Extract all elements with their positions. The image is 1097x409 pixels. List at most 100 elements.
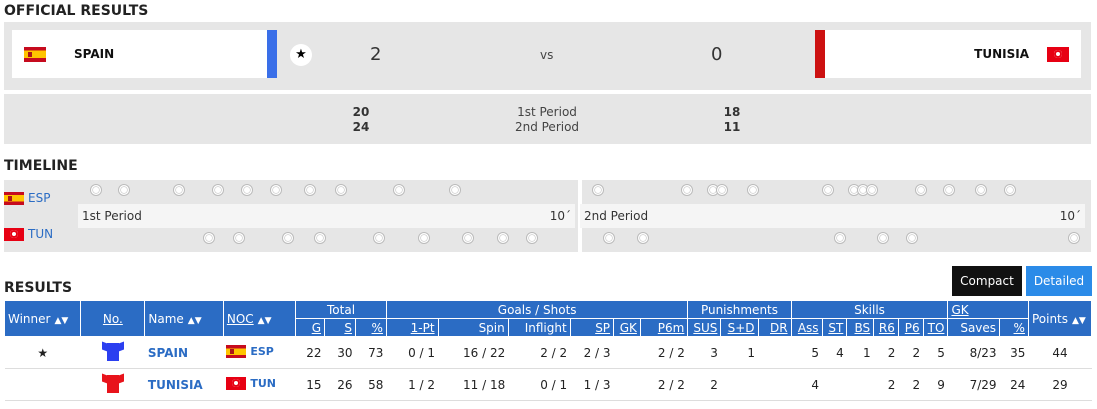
cell-1pt: 1 / 2 [386,368,439,401]
col-spin[interactable]: Spin [437,318,509,337]
col-saves[interactable]: Saves [947,318,1001,337]
col-to[interactable]: TO [922,318,949,337]
cell-r6: 2 [873,336,899,369]
timeline-period1-label: 1st Period [82,209,142,223]
ball-icon [233,232,245,244]
ball-icon [1004,184,1016,196]
col-points[interactable]: Points ▲▼ [1027,300,1093,337]
team-name-link[interactable]: TUNISIA [144,368,224,401]
ball-icon [314,232,326,244]
cell-ass: 4 [791,368,823,401]
noc-cell[interactable]: ESP [223,336,296,369]
away-team-card[interactable]: TUNISIA [815,30,1081,78]
tunisia-flag-icon [226,376,247,390]
timeline-title: TIMELINE [4,158,78,174]
home-team-name: SPAIN [74,47,115,61]
ball-icon [90,184,102,196]
winner-star-icon: ★ [4,336,81,369]
away-team-bar [815,30,825,78]
jersey-icon [80,368,145,401]
cell-sp: 1 / 3 [570,368,614,401]
col-name[interactable]: Name ▲▼ [144,300,224,337]
ball-icon [373,232,385,244]
cell-ass: 5 [791,336,823,369]
ball-icon [943,184,955,196]
col-p6[interactable]: P6 [897,318,924,337]
cell-p6: 2 [898,336,924,369]
ball-icon [462,232,474,244]
compact-button[interactable]: Compact [952,266,1022,296]
cell-g: 22 [295,336,325,369]
cell-1pt: 0 / 1 [386,336,439,369]
timeline-home-code: ESP [28,191,51,205]
col-st[interactable]: ST [821,318,848,337]
home-team-card[interactable]: SPAIN [12,30,277,78]
star-icon: ★ [290,44,312,66]
spain-flag-icon [4,191,24,205]
period1-label: 1st Period [517,105,577,119]
timeline-away-team[interactable]: TUN [4,227,53,241]
cell-inflight: 2 / 2 [508,336,571,369]
ball-icon [747,184,759,196]
ball-icon [270,184,282,196]
cell-saves: 8/23 [947,336,1000,369]
timeline-home-team[interactable]: ESP [4,191,50,205]
cell-spin: 11 / 18 [438,368,509,401]
ball-icon [866,184,878,196]
col-no[interactable]: No. [80,300,146,337]
ball-icon [877,232,889,244]
ball-icon [203,232,215,244]
ball-icon [304,184,316,196]
cell-dr [758,368,792,401]
col-sd[interactable]: S+D [720,318,759,337]
col-1pt[interactable]: 1-Pt [385,318,439,337]
cell-gk-pct: 24 [999,368,1029,401]
col-winner[interactable]: Winner ▲▼ [3,300,82,337]
ball-icon [1068,232,1080,244]
timeline-period1-time: 10´ [549,209,571,223]
detailed-button[interactable]: Detailed [1026,266,1092,296]
ball-icon [716,184,728,196]
col-ass[interactable]: Ass [790,318,823,337]
away-team-name: TUNISIA [974,47,1029,61]
noc-cell[interactable]: TUN [223,368,296,401]
cell-dr [758,336,792,369]
away-period1-score: 18 [723,105,741,119]
col-noc[interactable]: NOC ▲▼ [222,300,297,337]
timeline-period2-label: 2nd Period [584,209,649,223]
col-group-total: Total [295,300,387,319]
col-dr[interactable]: DR [757,318,792,337]
col-gk-pct[interactable]: % [999,318,1029,337]
ball-icon [834,232,846,244]
col-s[interactable]: S [324,318,356,337]
cell-p6m: 2 / 2 [640,368,688,401]
cell-st: 4 [822,336,847,369]
col-p6m[interactable]: P6m [639,318,689,337]
cell-bs: 1 [846,336,874,369]
ball-icon [906,232,918,244]
col-sp[interactable]: SP [569,318,615,337]
period2-label: 2nd Period [514,120,580,134]
ball-icon [592,184,604,196]
col-gk[interactable]: GK [613,318,641,337]
col-sus[interactable]: SUS [687,318,722,337]
col-group-gk: GK [947,300,1029,319]
home-period2-score: 24 [352,120,370,134]
col-g[interactable]: G [295,318,326,337]
team-name-link[interactable]: SPAIN [144,336,224,369]
cell-sd: 1 [720,336,759,369]
col-r6[interactable]: R6 [873,318,899,337]
cell-sus: 3 [687,336,721,369]
official-results-title: OFFICIAL RESULTS [4,3,149,19]
ball-icon [915,184,927,196]
table-row: ★ SPAIN ESP 22 30 73 0 / 1 16 / 22 2 / 2… [4,336,1092,369]
timeline-period2: 2nd Period 10´ [580,204,1085,228]
cell-points: 29 [1028,368,1092,401]
ball-icon [212,184,224,196]
vs-label: vs [540,48,554,62]
col-pct[interactable]: % [354,318,387,337]
col-bs[interactable]: BS [846,318,875,337]
col-inflight[interactable]: Inflight [507,318,571,337]
ball-icon [822,184,834,196]
col-group-goals-shots: Goals / Shots [385,300,689,319]
